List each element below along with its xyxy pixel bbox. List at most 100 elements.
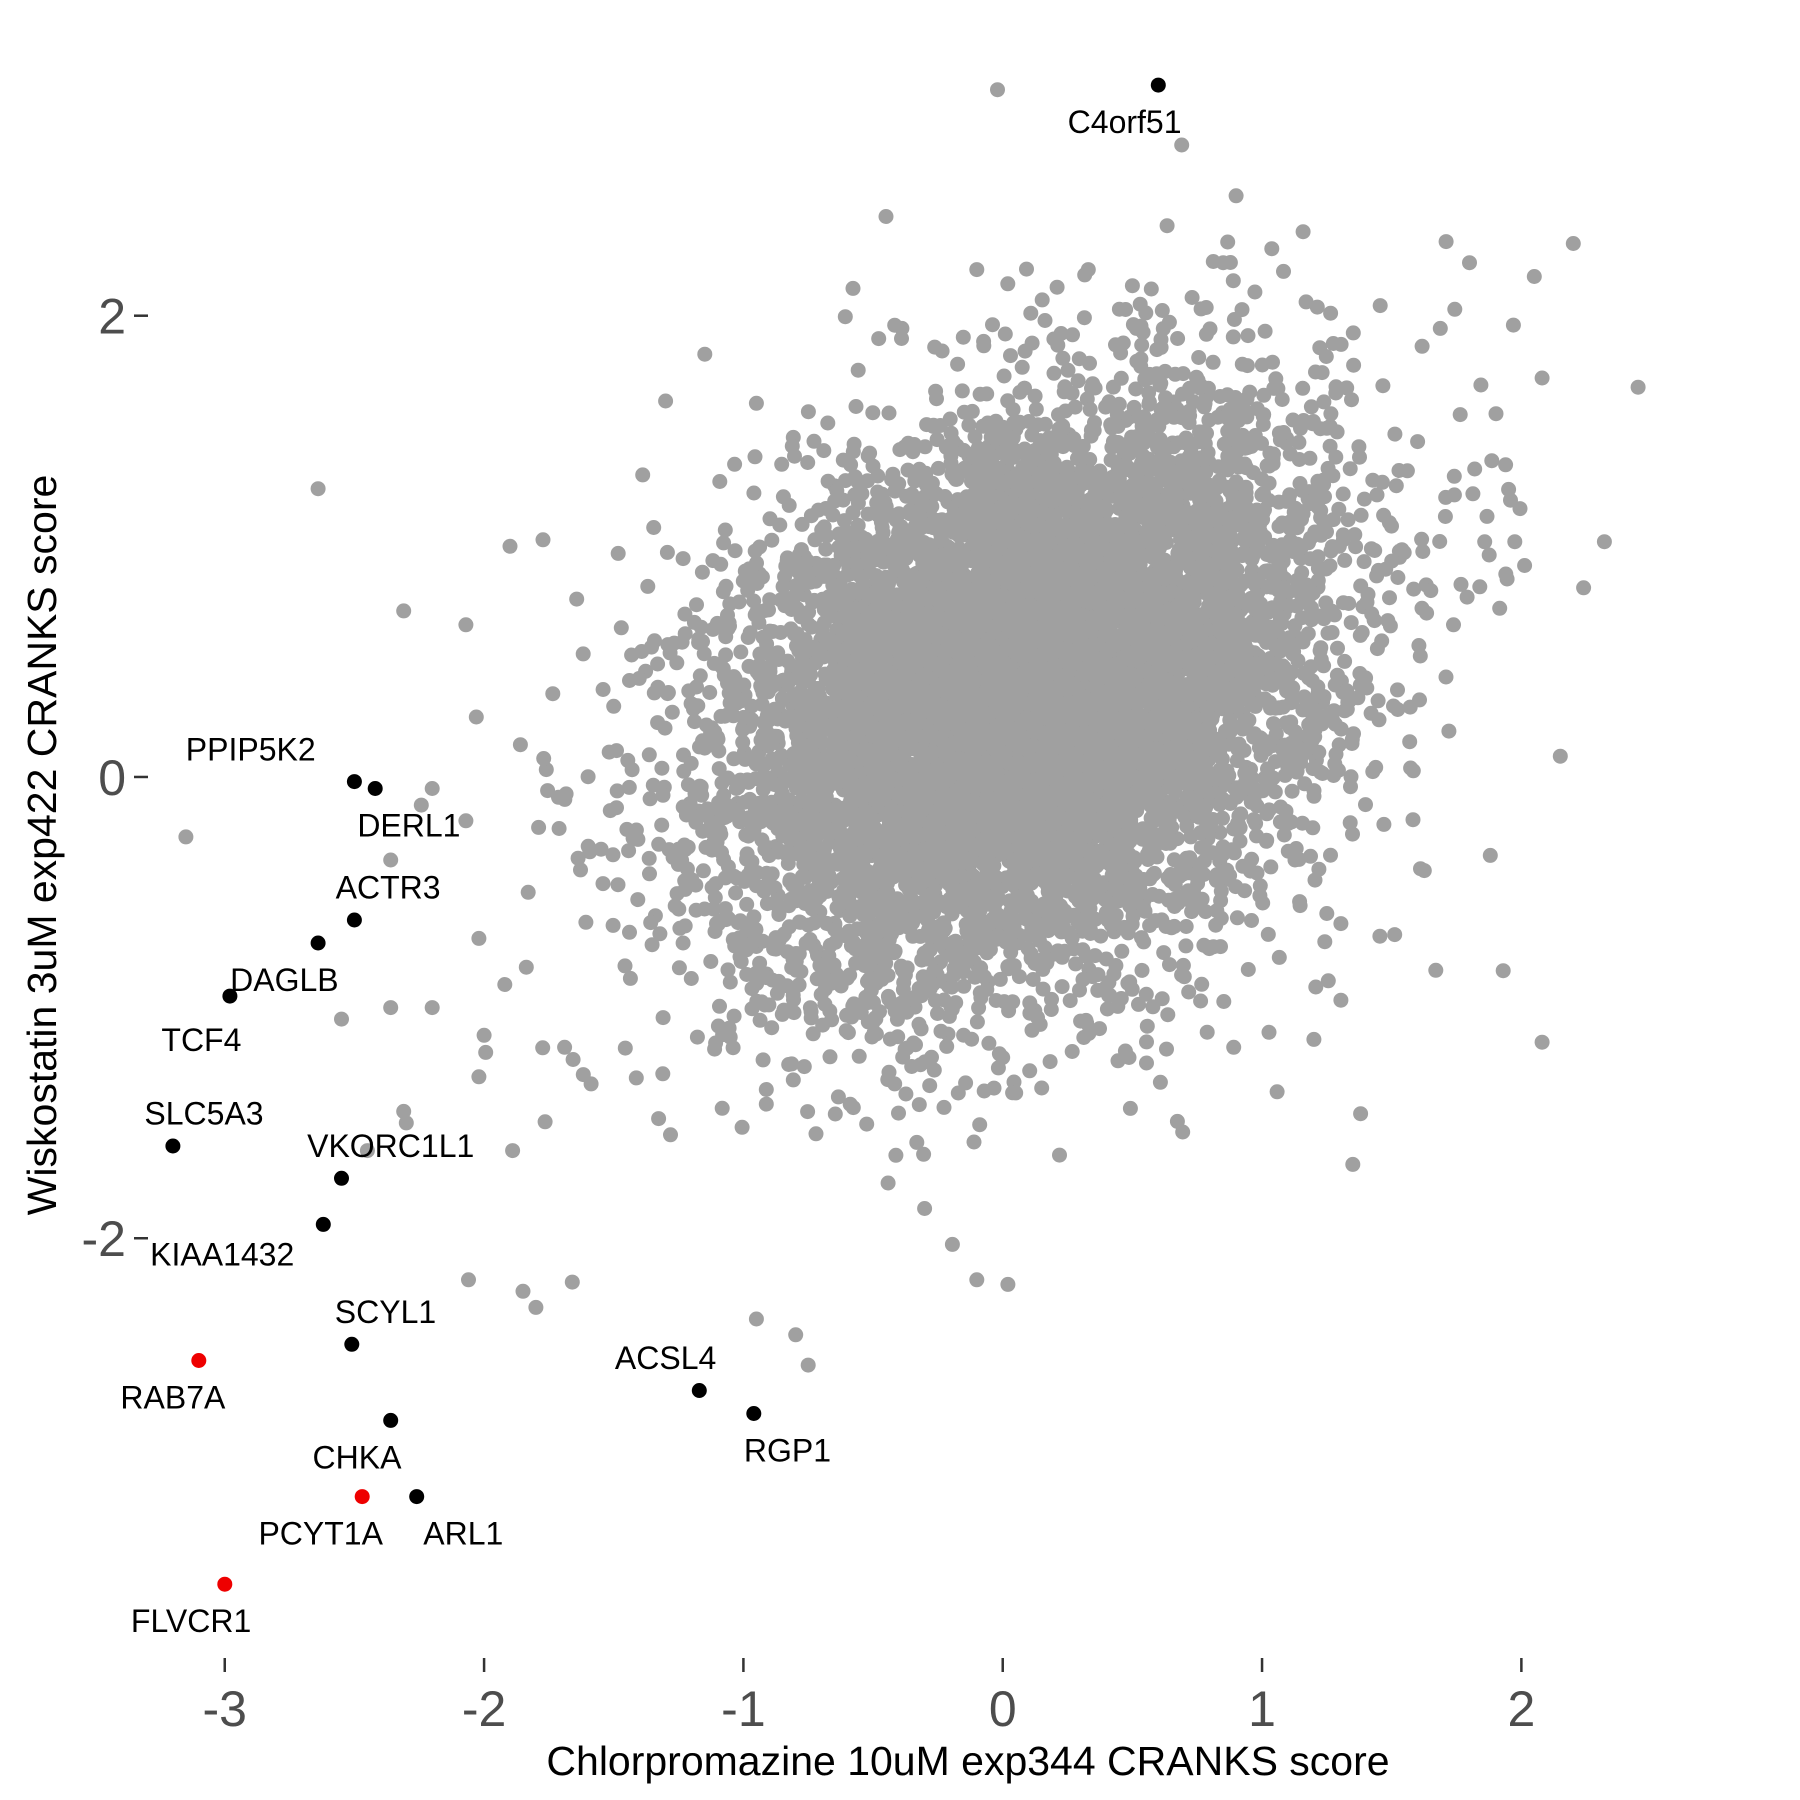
background-point xyxy=(827,934,843,950)
background-point xyxy=(1028,401,1044,417)
background-point xyxy=(1387,426,1403,442)
background-point xyxy=(1366,612,1382,628)
background-point xyxy=(717,522,733,538)
background-point xyxy=(540,783,556,799)
background-point xyxy=(727,456,743,472)
background-point xyxy=(664,704,680,720)
background-point xyxy=(650,656,666,672)
background-point xyxy=(1226,1039,1242,1055)
background-point xyxy=(518,959,534,975)
background-point xyxy=(956,404,972,420)
background-point xyxy=(1363,541,1379,557)
background-point xyxy=(1479,508,1495,524)
background-point xyxy=(617,958,633,974)
background-point xyxy=(1309,299,1325,315)
background-point xyxy=(1265,456,1281,472)
background-point xyxy=(698,839,714,855)
background-point xyxy=(610,877,626,893)
background-point xyxy=(997,326,1013,342)
background-point xyxy=(1065,327,1080,343)
background-point xyxy=(655,1066,671,1082)
background-point xyxy=(537,1114,553,1130)
background-point xyxy=(735,734,751,750)
background-point xyxy=(1022,1063,1038,1079)
background-point xyxy=(1122,1100,1138,1116)
background-point xyxy=(1358,670,1374,686)
background-point xyxy=(922,1078,938,1094)
background-point xyxy=(1215,791,1231,807)
background-point xyxy=(1406,581,1422,597)
background-point xyxy=(800,455,816,470)
background-point xyxy=(1390,570,1406,585)
background-point xyxy=(1152,1074,1168,1090)
background-point xyxy=(726,1008,742,1024)
background-point xyxy=(617,1040,633,1056)
background-point xyxy=(1162,957,1177,973)
background-point xyxy=(1255,895,1271,911)
background-point xyxy=(992,971,1008,987)
background-point xyxy=(1114,943,1130,959)
background-point xyxy=(1438,669,1454,685)
background-point xyxy=(1034,292,1050,308)
background-point xyxy=(1170,331,1186,346)
background-point xyxy=(662,645,678,661)
background-point xyxy=(1193,993,1209,1009)
background-point xyxy=(1356,554,1372,570)
background-point xyxy=(551,821,567,836)
background-point xyxy=(1284,783,1300,799)
background-point xyxy=(580,769,596,785)
background-point xyxy=(848,955,864,971)
background-point xyxy=(785,1072,801,1088)
background-point xyxy=(641,747,657,763)
background-point xyxy=(642,791,658,807)
background-point xyxy=(749,555,764,571)
background-point xyxy=(1344,392,1359,408)
background-point xyxy=(758,1082,774,1097)
background-point xyxy=(996,368,1012,384)
background-point xyxy=(1220,234,1236,250)
background-point xyxy=(848,399,864,414)
background-point xyxy=(1302,450,1318,466)
background-point xyxy=(1267,784,1283,800)
background-point xyxy=(934,343,950,359)
background-point xyxy=(1342,461,1358,477)
background-point xyxy=(644,937,660,953)
background-point xyxy=(1330,640,1345,656)
background-point xyxy=(850,362,866,378)
background-point xyxy=(569,591,585,607)
background-point xyxy=(833,978,849,994)
background-point xyxy=(762,511,778,527)
background-point xyxy=(1003,348,1018,364)
background-point xyxy=(1034,1080,1050,1096)
background-point xyxy=(827,1106,843,1122)
background-point xyxy=(1154,303,1170,318)
background-point xyxy=(1465,486,1481,502)
background-point xyxy=(1402,734,1418,750)
background-point xyxy=(747,449,763,465)
background-point xyxy=(1225,329,1241,345)
background-point xyxy=(641,850,657,866)
background-point xyxy=(967,429,983,445)
background-point xyxy=(1139,1018,1155,1034)
background-point xyxy=(1512,501,1528,517)
background-point xyxy=(752,539,768,555)
background-point xyxy=(985,317,1000,333)
background-point xyxy=(1229,910,1245,926)
background-point xyxy=(1161,314,1177,330)
background-point xyxy=(1452,407,1468,423)
background-point xyxy=(1370,693,1386,709)
background-point xyxy=(1390,682,1405,698)
background-point xyxy=(1247,284,1263,300)
background-point xyxy=(895,1049,911,1065)
background-point xyxy=(1076,310,1092,326)
background-point xyxy=(1318,349,1334,364)
background-point xyxy=(1160,1007,1176,1023)
background-point xyxy=(628,1070,644,1086)
background-point xyxy=(1341,596,1357,611)
background-point xyxy=(713,556,729,572)
background-point xyxy=(865,405,881,421)
background-point xyxy=(1024,1022,1040,1038)
background-point xyxy=(1459,589,1475,605)
background-point xyxy=(1477,534,1493,550)
background-point xyxy=(1333,992,1349,1008)
